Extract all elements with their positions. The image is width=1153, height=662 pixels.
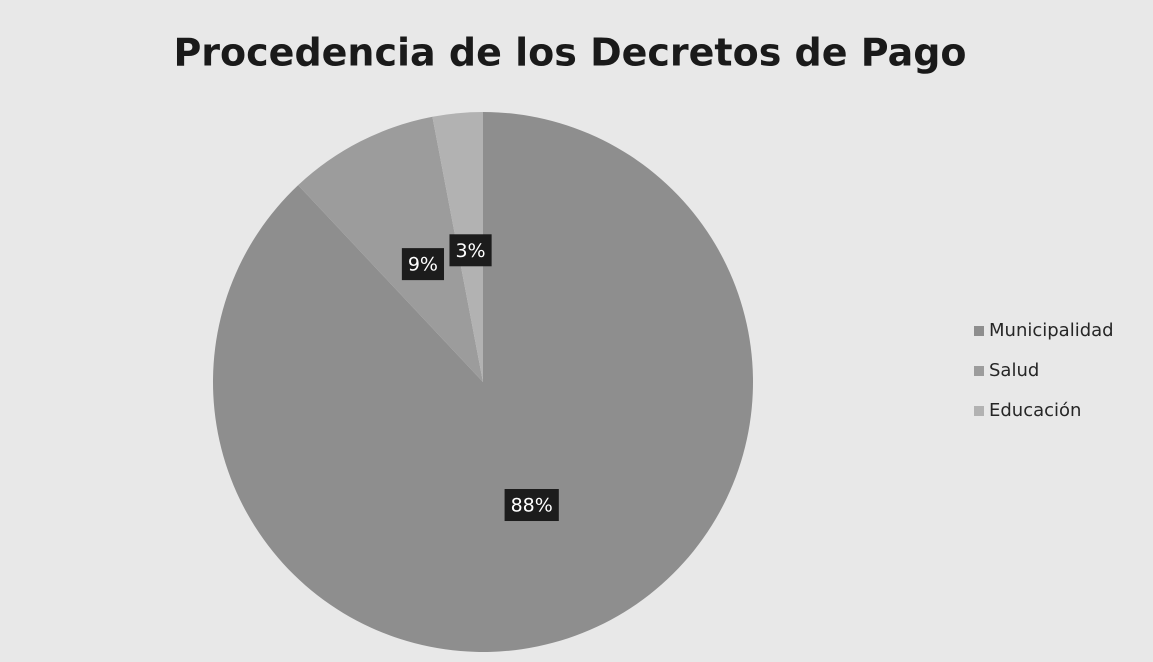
data-label-box bbox=[504, 489, 559, 522]
data-label-box bbox=[401, 248, 445, 281]
legend-swatch bbox=[974, 366, 984, 376]
data-label-box bbox=[449, 234, 492, 267]
legend-swatch bbox=[974, 406, 984, 416]
legend-swatch bbox=[974, 326, 984, 336]
legend-label: Educación bbox=[989, 400, 1081, 421]
legend-label: Municipalidad bbox=[989, 320, 1114, 341]
data-label: 88% bbox=[511, 495, 553, 517]
data-label: 9% bbox=[408, 254, 438, 276]
data-label: 3% bbox=[455, 240, 485, 262]
chart-title: Procedencia de los Decretos de Pago bbox=[173, 31, 966, 75]
pie-slice bbox=[298, 116, 483, 382]
legend-label: Salud bbox=[989, 360, 1039, 381]
pie-slice bbox=[212, 112, 753, 652]
